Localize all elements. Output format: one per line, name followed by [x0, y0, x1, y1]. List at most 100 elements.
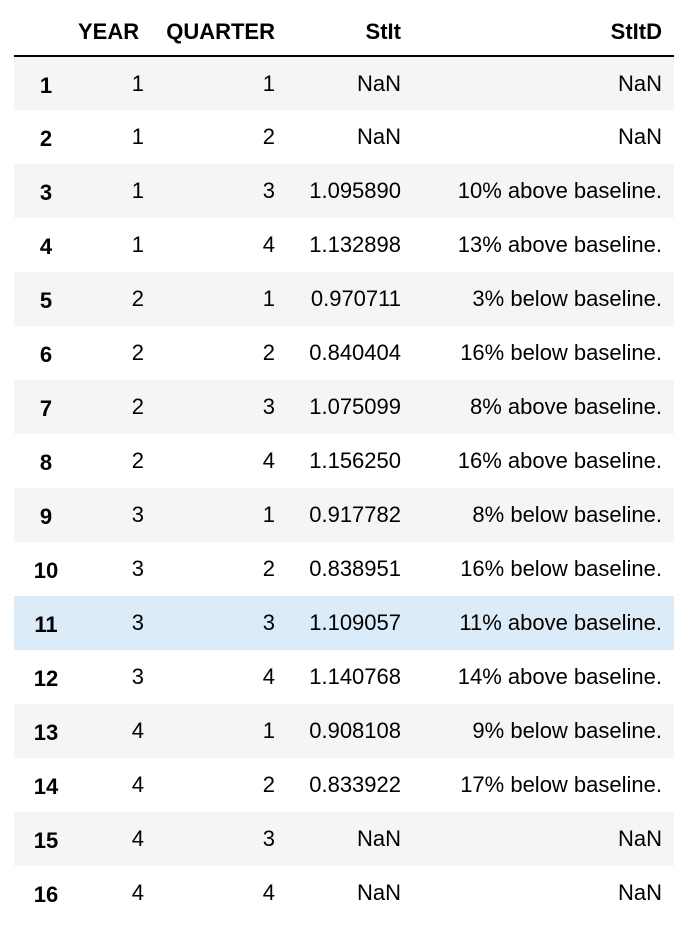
stit-cell: 0.833922: [309, 772, 401, 797]
table-row: 14 4 2 0.833922 17% below baseline.: [14, 758, 674, 812]
stit-cell: NaN: [356, 70, 401, 96]
stit-cell: 1.095890: [309, 178, 401, 203]
row-index-cell: 13: [33, 720, 59, 745]
stitd-cell: 10% above baseline.: [457, 178, 662, 203]
table-row: 4 1 4 1.132898 13% above baseline.: [14, 218, 674, 272]
stitd-cell: NaN: [617, 70, 662, 96]
stit-cell: 1.075099: [309, 394, 401, 419]
year-cell: 1: [131, 124, 144, 149]
row-index-cell: 3: [39, 180, 53, 205]
row-index-cell: 14: [33, 774, 59, 799]
row-index-cell: 12: [33, 666, 59, 691]
quarter-cell: 4: [262, 880, 275, 905]
stit-cell: 0.970711: [310, 286, 401, 311]
stit-cell: 0.908108: [309, 718, 401, 743]
stit-cell: 1.156250: [309, 448, 401, 473]
table-row: 11 3 3 1.109057 11% above baseline.: [14, 596, 674, 650]
year-cell: 1: [131, 232, 144, 257]
dataframe-table: YEAR QUARTER StIt StItD 1 1 1 NaN NaN 2 1 2 NaN N…: [14, 8, 674, 920]
year-cell: 2: [131, 394, 144, 419]
row-index-cell: 10: [33, 558, 59, 583]
table-row: 13 4 1 0.908108 9% below baseline.: [14, 704, 674, 758]
stit-cell: 1.132898: [309, 232, 401, 257]
quarter-cell: 3: [262, 394, 275, 419]
stit-cell: 1.140768: [309, 664, 401, 689]
year-cell: 4: [131, 718, 144, 743]
column-header-quarter: QUARTER: [145, 8, 287, 57]
stitd-cell: 17% below baseline.: [460, 772, 662, 797]
quarter-cell: 3: [262, 178, 275, 203]
year-cell: 3: [131, 556, 144, 581]
table-row: 1 1 1 NaN NaN: [14, 56, 674, 110]
stit-cell: 1.109057: [309, 610, 401, 635]
year-cell: 2: [131, 286, 144, 311]
quarter-cell: 4: [262, 232, 275, 257]
stit-cell: NaN: [356, 880, 401, 905]
year-cell: 4: [131, 772, 144, 797]
header-row: YEAR QUARTER StIt StItD: [14, 8, 674, 57]
stitd-cell: 11% above baseline.: [459, 610, 662, 635]
row-index-cell: 4: [39, 234, 53, 259]
table-row: 7 2 3 1.075099 8% above baseline.: [14, 380, 674, 434]
table-header: YEAR QUARTER StIt StItD: [14, 8, 674, 57]
table-row: 3 1 3 1.095890 10% above baseline.: [14, 164, 674, 218]
table-row: 6 2 2 0.840404 16% below baseline.: [14, 326, 674, 380]
row-index-cell: 2: [39, 126, 53, 151]
table-row: 5 2 1 0.970711 3% below baseline.: [14, 272, 674, 326]
quarter-cell: 2: [262, 556, 275, 581]
year-cell: 3: [131, 664, 144, 689]
year-cell: 3: [131, 610, 144, 635]
quarter-cell: 3: [262, 610, 275, 635]
row-index-cell: 16: [33, 882, 59, 907]
stit-cell: 0.840404: [309, 340, 401, 365]
table-row: 10 3 2 0.838951 16% below baseline.: [14, 542, 674, 596]
column-header-stit: StIt: [287, 8, 413, 57]
quarter-cell: 4: [262, 664, 275, 689]
table-row: 16 4 4 NaN NaN: [14, 866, 674, 920]
row-index-cell: 1: [39, 72, 53, 98]
row-index-cell: 8: [39, 450, 53, 475]
stit-cell: 0.838951: [309, 556, 401, 581]
stitd-cell: 14% above baseline.: [457, 664, 662, 689]
stitd-cell: 16% below baseline.: [460, 340, 662, 365]
stitd-cell: NaN: [617, 826, 662, 851]
row-index-cell: 7: [39, 396, 53, 421]
column-header-year: YEAR: [78, 8, 145, 57]
table-row: 2 1 2 NaN NaN: [14, 110, 674, 164]
quarter-cell: 1: [262, 718, 275, 743]
table-row: 12 3 4 1.140768 14% above baseline.: [14, 650, 674, 704]
quarter-cell: 4: [262, 448, 275, 473]
stitd-cell: 16% above baseline.: [457, 448, 662, 473]
stitd-cell: NaN: [617, 880, 662, 905]
quarter-cell: 1: [262, 502, 275, 527]
stitd-cell: 8% below baseline.: [472, 502, 662, 527]
stitd-cell: 3% below baseline.: [472, 286, 662, 311]
column-header-stitd: StItD: [413, 8, 674, 57]
year-cell: 1: [131, 70, 144, 96]
quarter-cell: 2: [262, 124, 275, 149]
row-index-cell: 15: [33, 828, 59, 853]
year-cell: 4: [131, 880, 144, 905]
quarter-cell: 3: [262, 826, 275, 851]
table-row: 9 3 1 0.917782 8% below baseline.: [14, 488, 674, 542]
stitd-cell: 9% below baseline.: [472, 718, 662, 743]
year-cell: 2: [131, 448, 144, 473]
stitd-cell: 13% above baseline.: [457, 232, 662, 257]
year-cell: 1: [131, 178, 144, 203]
row-index-cell: 11: [34, 612, 58, 637]
table-body: 1 1 1 NaN NaN 2 1 2 NaN NaN 3 1 3 1.095890 10% above b…: [14, 56, 674, 920]
row-index-cell: 9: [39, 504, 53, 529]
year-cell: 2: [131, 340, 144, 365]
row-index-cell: 5: [39, 288, 53, 313]
dataframe-output: YEAR QUARTER StIt StItD 1 1 1 NaN NaN 2 1 2 NaN N…: [14, 8, 674, 920]
quarter-cell: 1: [262, 70, 275, 96]
quarter-cell: 2: [262, 772, 275, 797]
stit-cell: NaN: [356, 826, 401, 851]
stit-cell: 0.917782: [309, 502, 401, 527]
quarter-cell: 2: [262, 340, 275, 365]
table-row: 15 4 3 NaN NaN: [14, 812, 674, 866]
row-index-cell: 6: [39, 342, 53, 367]
stitd-cell: 8% above baseline.: [469, 394, 662, 419]
quarter-cell: 1: [262, 286, 275, 311]
stitd-cell: 16% below baseline.: [460, 556, 662, 581]
